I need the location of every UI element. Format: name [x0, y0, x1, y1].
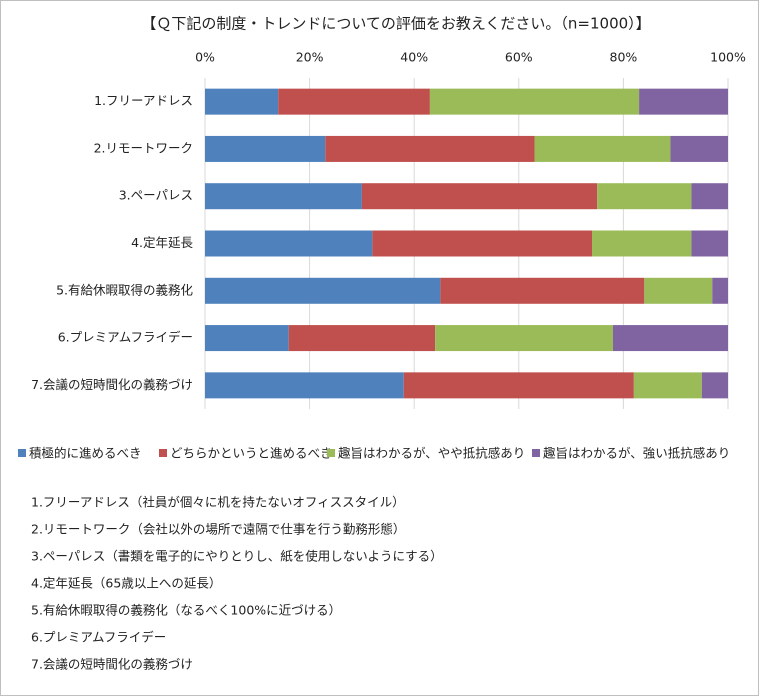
y-tick-label: 7.会議の短時間化の義務づけ	[31, 377, 193, 392]
bar-segment	[701, 372, 728, 399]
bar-segment	[592, 230, 692, 257]
legend-swatch	[532, 449, 540, 457]
bar-segment	[429, 88, 640, 115]
bar-segment	[644, 277, 713, 304]
note: 2.リモートワーク（会社以外の場所で遠隔で仕事を行う勤務形態）	[31, 522, 405, 537]
x-tick-label: 80%	[610, 50, 638, 65]
bar-segment	[597, 183, 692, 210]
note: 3.ペーパレス（書類を電子的にやりとりし、紙を使用しないようにする）	[31, 549, 443, 564]
bar-segment	[205, 372, 404, 399]
x-tick-label: 60%	[505, 50, 533, 65]
legend-label: 積極的に進めるべき	[29, 446, 142, 461]
bar-segment	[205, 325, 289, 352]
bar-segment	[633, 372, 702, 399]
bar-segment	[278, 88, 430, 115]
y-tick-label: 2.リモートワーク	[94, 140, 193, 155]
y-tick-label: 5.有給休暇取得の義務化	[56, 282, 193, 297]
bar-segment	[205, 88, 279, 115]
x-tick-label: 40%	[400, 50, 428, 65]
bar-segment	[639, 88, 728, 115]
bar-segment	[435, 325, 613, 352]
bar-segment	[372, 230, 593, 257]
bar-segment	[712, 277, 728, 304]
note: 5.有給休暇取得の義務化（なるべく100%に近づける）	[31, 603, 341, 618]
note: 7.会議の短時間化の義務づけ	[31, 657, 193, 672]
legend-swatch	[18, 449, 26, 457]
note: 1.フリーアドレス（社員が個々に机を持たないオフィススタイル）	[31, 495, 405, 510]
legend-label: どちらかというと進めるべき	[170, 446, 333, 461]
x-tick-label: 0%	[195, 50, 215, 65]
x-tick-label: 100%	[710, 50, 746, 65]
legend-swatch	[159, 449, 167, 457]
bar-segment	[325, 135, 535, 162]
bar-segment	[205, 277, 441, 304]
bar-segment	[361, 183, 598, 210]
y-tick-label: 3.ペーパレス	[119, 188, 193, 203]
chart-title: 【Ｑ下記の制度・トレンドについての評価をお教えください。（n=1000）】	[141, 15, 650, 33]
bar-segment	[205, 230, 373, 257]
bar-segment	[670, 135, 728, 162]
bar-segment	[440, 277, 645, 304]
legend-label: 趣旨はわかるが、強い抵抗感あり	[543, 446, 730, 461]
note: 4.定年延長（65歳以上への延長）	[31, 576, 221, 591]
y-tick-label: 1.フリーアドレス	[94, 93, 193, 108]
x-tick-label: 20%	[296, 50, 324, 65]
bar-segment	[205, 135, 326, 162]
note: 6.プレミアムフライデー	[31, 630, 166, 645]
bar-segment	[691, 230, 728, 257]
bar-segment	[288, 325, 436, 352]
y-tick-label: 6.プレミアムフライデー	[58, 330, 193, 345]
bar-segment	[403, 372, 634, 399]
y-tick-label: 4.定年延長	[131, 235, 193, 250]
legend-label: 趣旨はわかるが、やや抵抗感あり	[338, 446, 525, 461]
bar-segment	[612, 325, 728, 352]
legend-swatch	[327, 449, 335, 457]
bar-segment	[534, 135, 671, 162]
bar-segment	[205, 183, 362, 210]
bar-segment	[691, 183, 728, 210]
